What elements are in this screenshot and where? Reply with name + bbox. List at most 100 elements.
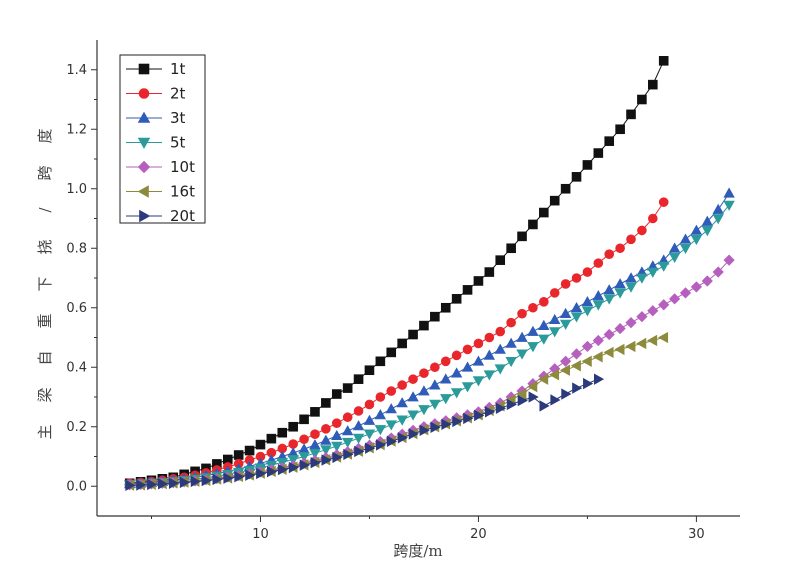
data-point — [277, 463, 289, 476]
data-point — [190, 475, 201, 488]
data-point — [376, 439, 387, 451]
series-line — [129, 337, 664, 486]
data-point — [549, 313, 561, 325]
data-point — [244, 445, 255, 456]
data-point — [332, 451, 343, 464]
data-point — [625, 272, 637, 283]
series-line — [129, 192, 730, 485]
data-point — [277, 427, 288, 438]
data-point — [517, 231, 527, 242]
y-axis-title-char: 主 — [36, 424, 54, 439]
data-point — [158, 478, 169, 490]
data-point — [136, 479, 147, 491]
data-point — [363, 414, 376, 425]
data-point — [517, 308, 527, 319]
data-point — [712, 266, 724, 278]
data-point — [712, 214, 724, 225]
data-point — [386, 435, 398, 448]
data-point — [539, 400, 550, 412]
data-point — [331, 441, 343, 452]
data-point — [538, 319, 550, 330]
series-line — [129, 201, 665, 484]
data-point — [484, 406, 496, 418]
data-point — [615, 124, 625, 135]
y-tick-label: 0.4 — [66, 360, 87, 375]
data-point — [593, 258, 604, 268]
data-point — [233, 450, 244, 460]
data-point — [559, 364, 570, 376]
data-point — [548, 369, 560, 381]
data-point — [419, 368, 429, 379]
y-axis-title-char: 重 — [36, 313, 54, 328]
data-point — [441, 418, 452, 431]
data-point — [320, 445, 332, 456]
data-point — [385, 420, 397, 431]
data-point — [495, 326, 506, 337]
legend-label: 16t — [170, 183, 195, 201]
data-point — [592, 334, 604, 347]
data-point — [450, 388, 463, 399]
data-point — [341, 425, 354, 436]
data-point — [472, 355, 485, 366]
legend-label: 1t — [170, 60, 186, 78]
data-point — [570, 301, 583, 313]
series-2t — [124, 197, 669, 489]
data-point — [669, 293, 681, 305]
data-point — [212, 473, 223, 486]
data-point — [494, 364, 506, 375]
legend-box — [119, 54, 206, 224]
data-point — [374, 409, 387, 420]
series-1t — [124, 56, 669, 489]
data-point — [625, 282, 637, 293]
y-tick-label: 0.2 — [66, 420, 87, 435]
data-point — [474, 409, 485, 422]
data-point — [472, 376, 485, 387]
data-point — [223, 472, 234, 484]
data-point — [581, 306, 594, 317]
data-point — [506, 317, 516, 328]
data-point — [440, 373, 452, 384]
legend-label: 5t — [170, 134, 186, 152]
data-point — [505, 337, 517, 348]
data-point — [484, 332, 495, 343]
data-point — [255, 439, 266, 450]
data-point — [419, 424, 430, 437]
data-point — [462, 285, 473, 295]
data-point — [559, 307, 572, 319]
data-point — [527, 342, 539, 353]
data-point — [298, 443, 310, 454]
legend-item: 10t — [126, 158, 195, 176]
data-point — [473, 276, 484, 286]
data-point — [592, 300, 605, 311]
data-point — [572, 382, 583, 394]
data-point — [451, 350, 462, 361]
data-point — [397, 432, 408, 444]
data-point — [658, 299, 670, 311]
data-point — [440, 302, 451, 313]
data-point — [637, 94, 647, 105]
data-point — [430, 362, 440, 373]
data-point — [570, 312, 583, 323]
data-point — [343, 448, 354, 461]
legend-label: 2t — [170, 85, 186, 103]
data-point — [657, 331, 669, 344]
data-point — [593, 373, 605, 385]
data-point — [429, 379, 441, 390]
data-point — [647, 267, 659, 278]
data-point — [386, 347, 397, 358]
data-point — [723, 200, 735, 211]
data-point — [560, 279, 571, 289]
data-point — [603, 284, 615, 295]
legend-marker — [139, 209, 151, 223]
data-point — [626, 234, 636, 245]
data-point — [341, 437, 354, 449]
data-point — [614, 278, 626, 289]
data-point — [560, 355, 572, 367]
data-point — [539, 207, 549, 218]
data-point — [299, 459, 310, 471]
data-point — [549, 195, 560, 206]
data-point — [614, 322, 626, 335]
data-point — [451, 294, 462, 304]
data-point — [385, 403, 397, 414]
